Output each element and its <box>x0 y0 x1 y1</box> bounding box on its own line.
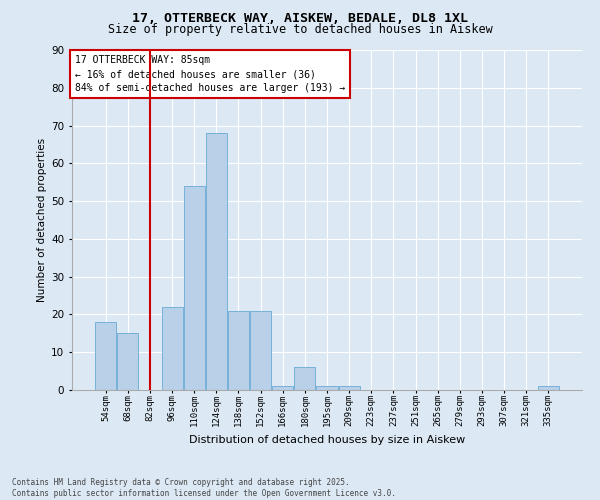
Bar <box>272 386 293 390</box>
X-axis label: Distribution of detached houses by size in Aiskew: Distribution of detached houses by size … <box>189 435 465 445</box>
Bar <box>184 186 205 390</box>
Bar <box>250 310 271 390</box>
Text: Contains HM Land Registry data © Crown copyright and database right 2025.
Contai: Contains HM Land Registry data © Crown c… <box>12 478 396 498</box>
Bar <box>228 310 249 390</box>
Bar <box>316 386 338 390</box>
Text: 17, OTTERBECK WAY, AISKEW, BEDALE, DL8 1XL: 17, OTTERBECK WAY, AISKEW, BEDALE, DL8 1… <box>132 12 468 26</box>
Y-axis label: Number of detached properties: Number of detached properties <box>37 138 47 302</box>
Bar <box>95 322 116 390</box>
Text: Size of property relative to detached houses in Aiskew: Size of property relative to detached ho… <box>107 22 493 36</box>
Bar <box>118 334 139 390</box>
Bar <box>538 386 559 390</box>
Bar <box>338 386 359 390</box>
Bar <box>161 307 182 390</box>
Bar <box>295 368 316 390</box>
Bar <box>206 133 227 390</box>
Text: 17 OTTERBECK WAY: 85sqm
← 16% of detached houses are smaller (36)
84% of semi-de: 17 OTTERBECK WAY: 85sqm ← 16% of detache… <box>74 55 345 93</box>
